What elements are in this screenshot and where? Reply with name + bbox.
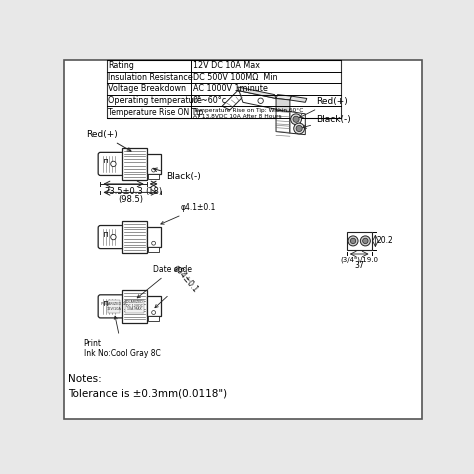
Text: 12V/10A: 12V/10A: [107, 307, 122, 310]
Text: AC 1000V 1minute: AC 1000V 1minute: [193, 84, 268, 93]
Bar: [125, 300, 144, 312]
Text: DC 500V 100MΩ  Min: DC 500V 100MΩ Min: [193, 73, 277, 82]
Circle shape: [296, 126, 302, 132]
Bar: [146, 154, 161, 174]
Text: Notes:
Tolerance is ±0.3mm(0.0118"): Notes: Tolerance is ±0.3mm(0.0118"): [68, 374, 227, 398]
Bar: [107, 60, 341, 118]
Circle shape: [152, 168, 155, 172]
Circle shape: [152, 241, 155, 245]
Text: Red(+): Red(+): [300, 97, 348, 118]
Circle shape: [258, 98, 264, 103]
Polygon shape: [222, 91, 245, 110]
Text: POLARIZED: POLARIZED: [125, 300, 144, 304]
Polygon shape: [237, 87, 276, 99]
Text: 10A MAX: 10A MAX: [127, 308, 142, 311]
Text: (98.5): (98.5): [118, 195, 143, 204]
Circle shape: [350, 238, 356, 244]
Text: 0°~60°c: 0°~60°c: [193, 96, 227, 105]
Bar: [122, 221, 146, 253]
Text: Black(-): Black(-): [154, 168, 201, 182]
Circle shape: [111, 161, 116, 166]
Bar: [148, 174, 159, 179]
FancyBboxPatch shape: [98, 152, 124, 175]
Circle shape: [294, 123, 304, 134]
Text: Operating temperature: Operating temperature: [108, 96, 202, 105]
Text: 20.2: 20.2: [377, 237, 393, 246]
Text: POLARIZED DC: POLARIZED DC: [101, 302, 128, 306]
Circle shape: [363, 238, 368, 244]
Text: Red(+): Red(+): [86, 130, 131, 151]
Circle shape: [111, 234, 116, 240]
Text: Rating: Rating: [108, 61, 134, 70]
Circle shape: [291, 114, 301, 125]
Bar: [122, 290, 146, 322]
Text: Voltage Breakdown: Voltage Breakdown: [108, 84, 186, 93]
Text: Date code: Date code: [137, 264, 192, 298]
Text: Print
Ink No:Cool Gray 8C: Print Ink No:Cool Gray 8C: [83, 316, 160, 358]
Polygon shape: [290, 96, 307, 102]
Text: 73.5±0.3: 73.5±0.3: [104, 187, 143, 196]
Circle shape: [152, 310, 155, 314]
Text: (3/4")/19.0: (3/4")/19.0: [340, 256, 378, 263]
Text: Temperature Rise ON Tip: Temperature Rise ON Tip: [108, 108, 203, 117]
Circle shape: [111, 304, 116, 309]
Text: 37: 37: [355, 261, 364, 270]
FancyBboxPatch shape: [98, 226, 124, 248]
Bar: [122, 148, 146, 180]
Bar: [146, 296, 161, 316]
Text: Insulation Resistance: Insulation Resistance: [108, 73, 193, 82]
Bar: [148, 316, 159, 321]
Circle shape: [293, 116, 299, 122]
Polygon shape: [276, 95, 292, 100]
FancyBboxPatch shape: [98, 295, 124, 318]
Polygon shape: [276, 110, 290, 133]
Text: φ54±0.1: φ54±0.1: [155, 264, 201, 308]
Text: 12V DC 10A Max: 12V DC 10A Max: [193, 61, 260, 70]
Bar: [347, 232, 372, 250]
Text: Temperature Rise on Tip: Within 60°C
AT 13.8VDC 10A After 8 Hours: Temperature Rise on Tip: Within 60°C AT …: [193, 108, 303, 119]
Text: (18): (18): [145, 187, 162, 196]
Text: φ4.1±0.1: φ4.1±0.1: [161, 203, 216, 224]
Polygon shape: [239, 91, 280, 110]
Bar: [108, 300, 120, 312]
Circle shape: [360, 236, 370, 246]
Circle shape: [348, 236, 358, 246]
Polygon shape: [290, 111, 305, 135]
Polygon shape: [276, 99, 290, 111]
Text: DC 12VDC: DC 12VDC: [126, 303, 143, 308]
Text: Black(-): Black(-): [303, 115, 351, 128]
Bar: [146, 227, 161, 247]
Bar: [148, 247, 159, 252]
